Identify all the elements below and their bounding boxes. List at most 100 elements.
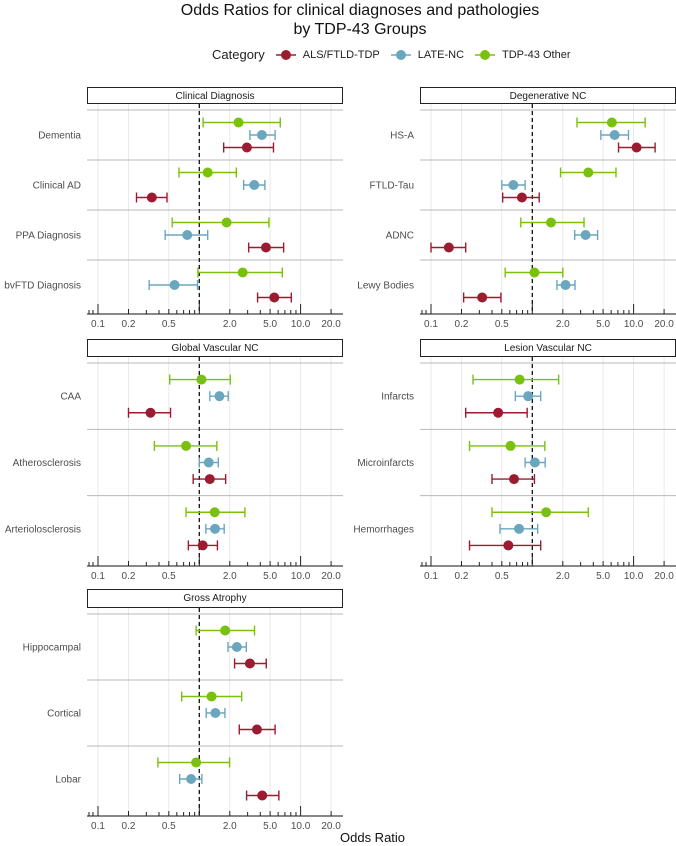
x-tick-label: 5.0 [596,319,610,330]
y-tick-label: Clinical AD [33,181,81,192]
point-als [244,658,255,669]
panel-title: Lesion Vascular NC [504,343,592,354]
x-tick-label: 2.0 [223,571,237,582]
point-late [249,180,260,190]
x-tick-label: 20.0 [321,319,341,330]
x-tick-label: 0.1 [91,571,105,582]
legend-item-als: ALS/FTLD-TDP [275,49,380,61]
point-other [237,267,248,278]
x-tick-label: 2.0 [223,821,237,832]
point-late [169,280,180,290]
point-late [508,180,519,190]
point-late [214,391,225,402]
y-tick-label: Hemorrhages [353,524,414,535]
point-other [546,217,557,228]
point-other [196,374,207,385]
point-other [206,691,217,702]
panel-title: Global Vascular NC [171,343,258,354]
point-other [209,507,220,518]
point-als [145,407,156,418]
x-tick-label: 5.0 [263,571,277,582]
point-other [583,167,594,178]
point-other [221,217,232,228]
y-tick-label: bvFTD Diagnosis [4,281,81,292]
point-als [241,142,252,153]
chart-title: Odds Ratios for clinical diagnoses and p… [180,2,540,19]
x-tick-label: 10.0 [291,319,311,330]
y-tick-label: Infarcts [381,392,414,403]
y-tick-label: FTLD-Tau [370,181,414,192]
x-tick-label: 10.0 [291,571,311,582]
point-other [505,440,516,451]
x-tick-label: 0.2 [122,319,136,330]
x-tick-label: 5.0 [596,571,610,582]
point-als [146,192,157,203]
legend-title: Category [212,47,265,62]
point-other [529,267,540,278]
x-tick-label: 0.5 [495,319,509,330]
point-late [529,457,540,468]
point-late [560,280,571,290]
x-tick-label: 0.2 [455,319,469,330]
y-tick-label: CAA [60,392,81,403]
x-tick-label: 0.1 [91,319,105,330]
x-tick-label: 20.0 [321,571,341,582]
point-late [231,642,242,652]
point-als [631,142,642,153]
point-als [197,540,208,551]
legend-item-late: LATE-NC [390,49,464,61]
point-other [181,440,192,451]
x-tick-label: 20.0 [654,571,674,582]
x-tick-label: 5.0 [263,319,277,330]
x-tick-label: 0.1 [91,821,105,832]
x-tick-label: 10.0 [291,821,311,832]
point-late [580,230,591,240]
point-als [509,474,520,485]
x-tick-label: 0.2 [455,571,469,582]
x-tick-label: 0.2 [122,821,136,832]
panel-strip [87,589,343,608]
panel-title: Gross Atrophy [183,593,246,604]
point-als [516,192,527,203]
y-tick-label: Hippocampal [23,643,81,654]
point-als [204,474,215,485]
x-tick-label: 0.5 [162,821,176,832]
x-tick-label: 10.0 [624,319,644,330]
panel-title: Degenerative NC [510,91,587,102]
point-other [514,374,525,385]
x-tick-label: 20.0 [654,319,674,330]
chart-subtitle: by TDP-43 Groups [293,21,427,38]
legend-marker-late [390,49,411,60]
point-late [210,523,221,534]
x-tick-label: 0.5 [162,571,176,582]
x-tick-label: 2.0 [223,319,237,330]
legend-marker-other [475,49,496,60]
point-als [257,790,268,801]
point-late [210,708,221,718]
point-late [514,523,525,534]
point-als [251,724,262,735]
point-other [541,507,552,518]
point-other [191,757,202,768]
point-other [233,117,244,128]
point-als [503,540,514,551]
x-tick-label: 0.5 [162,319,176,330]
y-tick-label: PPA Diagnosis [16,231,81,242]
point-late [186,774,197,784]
legend-marker-als [275,49,296,60]
x-tick-label: 0.5 [495,571,509,582]
x-tick-label: 2.0 [556,319,570,330]
x-tick-label: 0.1 [424,571,438,582]
panel-title: Clinical Diagnosis [176,91,255,102]
legend-label: LATE-NC [417,48,465,61]
point-late [182,230,193,240]
x-tick-label: 0.1 [424,319,438,330]
y-tick-label: Lobar [55,775,81,786]
y-tick-label: Microinfarcts [357,458,414,469]
y-tick-label: ADNC [386,231,414,242]
point-late [609,130,620,140]
y-tick-label: Arteriolosclerosis [5,524,81,535]
point-als [260,242,271,253]
panel-strip [87,339,343,357]
legend-label: ALS/FTLD-TDP [302,48,380,61]
